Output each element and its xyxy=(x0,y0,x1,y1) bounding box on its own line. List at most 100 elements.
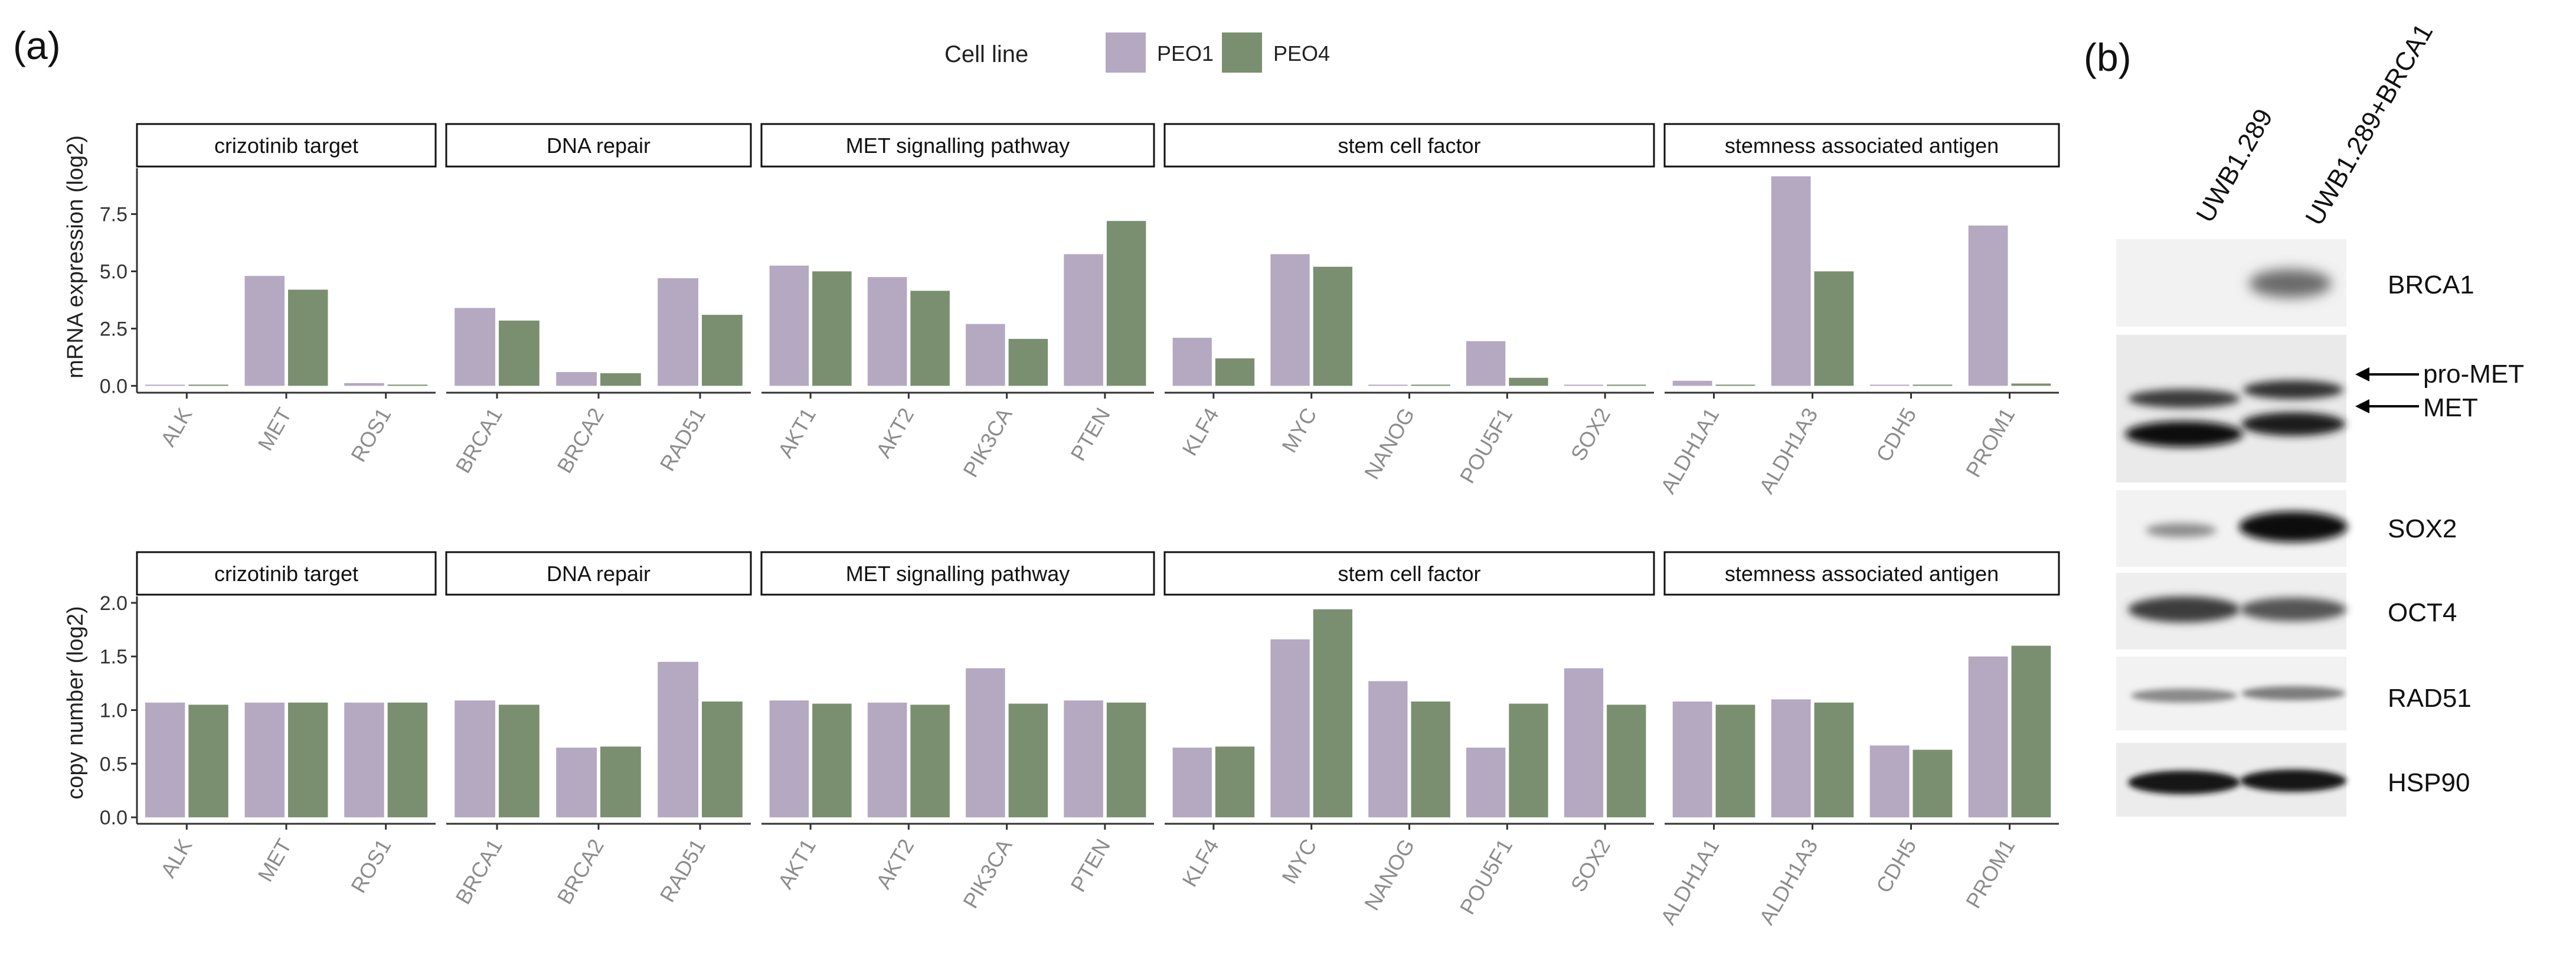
mrna-facet-stemness-associated-antigen-bar-prom1-peo1 xyxy=(1968,225,2008,386)
mrna-facet-stem-cell-factor-x-tick-label-sox2: SOX2 xyxy=(1565,404,1615,465)
copy-number-facet-stemness-associated-antigen-x-tick-label-prom1: PROM1 xyxy=(1961,835,2020,912)
mrna-facet-stem-cell-factor-x-tick-label-nanog: NANOG xyxy=(1359,404,1420,484)
blot-label-pro-met: pro-MET xyxy=(2423,360,2524,389)
mrna-facet-stemness-associated-antigen-bar-aldh1a1-peo1 xyxy=(1672,380,1712,386)
copy-number-facet-dna-repair-bar-rad51-peo4 xyxy=(702,701,743,818)
mrna-facet-met-signalling-pathway: MET signalling pathway AKT1 AKT2 PIK3CA PTEN xyxy=(760,123,1155,481)
copy-number-facet-met-signalling-pathway-bar-akt2-peo1 xyxy=(867,702,907,818)
copy-number-facet-stem-cell-factor-bar-pou5f1-peo4 xyxy=(1509,703,1548,818)
copy-number-facet-stemness-associated-antigen-bar-prom1-peo1 xyxy=(1968,656,2008,818)
mrna-facet-dna-repair-bar-brca1-peo4 xyxy=(499,320,540,386)
mrna-facet-stemness-associated-antigen-title: stemness associated antigen xyxy=(1725,133,1999,158)
copy-number-facet-met-signalling-pathway-strip xyxy=(760,551,1155,596)
mrna-facet-stemness-associated-antigen-x-tick-label-aldh1a1: ALDH1A1 xyxy=(1656,404,1724,498)
copy-number-facet-crizotinib-target: crizotinib target ALK MET ROS1 xyxy=(136,551,437,897)
band-rad51-lane1 xyxy=(2131,689,2237,703)
copy-number-facet-met-signalling-pathway-bar-akt1-peo4 xyxy=(812,703,852,818)
mrna-facet-dna-repair-bar-brca2-peo4 xyxy=(600,373,641,386)
copy-number-facet-stemness-associated-antigen-bar-cdh5-peo1 xyxy=(1869,745,1910,818)
band-pro-met-lane1 xyxy=(2128,389,2240,408)
band-hsp90-lane2 xyxy=(2240,769,2346,792)
blot-label-hsp90: HSP90 xyxy=(2388,768,2470,797)
copy-number-facet-stem-cell-factor-bar-sox2-peo4 xyxy=(1607,704,1646,818)
copy-number-facet-crizotinib-target-bar-met-peo1 xyxy=(244,702,285,818)
copy-number-facet-stem-cell-factor-bar-myc-peo4 xyxy=(1313,609,1353,818)
copy-number-facet-stemness-associated-antigen-x-tick-label-aldh1a3: ALDH1A3 xyxy=(1754,835,1823,929)
band-brca1-lane2 xyxy=(2249,269,2332,298)
copy-number-facet-met-signalling-pathway-bar-pik3ca-peo4 xyxy=(1008,703,1048,818)
mrna-facet-crizotinib-target-bar-ros1-peo1 xyxy=(344,383,384,386)
copy-number-facet-met-signalling-pathway-x-tick-label-akt1: AKT1 xyxy=(773,835,821,893)
mrna-facet-dna-repair-bar-brca2-peo1 xyxy=(556,372,597,386)
mrna-facet-stem-cell-factor-bar-myc-peo4 xyxy=(1313,266,1353,386)
copy-number-facet-crizotinib-target-x-tick-label-ros1: ROS1 xyxy=(346,835,396,897)
band-hsp90-lane1 xyxy=(2128,771,2240,794)
blot-label-met: MET xyxy=(2423,393,2478,422)
mrna-y-axis-label: mRNA expression (log2) xyxy=(63,135,88,379)
band-met-lane2 xyxy=(2241,412,2345,436)
mrna-facet-met-signalling-pathway-bar-pik3ca-peo4 xyxy=(1008,338,1048,386)
copy-number-facet-stem-cell-factor-x-tick-label-myc: MYC xyxy=(1277,835,1322,888)
copy-number-facet-dna-repair-bar-brca1-peo1 xyxy=(455,700,495,818)
copy-number-y-tick-label: 0.0 xyxy=(100,807,128,829)
mrna-y-tick-label: 0.0 xyxy=(100,375,128,397)
band-oct4-lane2 xyxy=(2240,598,2346,621)
legend: Cell line PEO1 PEO4 xyxy=(944,32,1330,73)
mrna-facet-met-signalling-pathway-bar-akt2-peo1 xyxy=(867,277,907,386)
legend-swatch-peo4 xyxy=(1222,32,1262,73)
mrna-facet-crizotinib-target: crizotinib target ALK MET ROS1 xyxy=(136,123,437,466)
mrna-facet-met-signalling-pathway-x-tick-label-akt2: AKT2 xyxy=(871,404,919,462)
blot-label-brca1: BRCA1 xyxy=(2388,270,2474,299)
copy-number-chart: copy number (log2) 0.0 0.5 1.0 1.5 2.0 crizot… xyxy=(63,551,2060,929)
copy-number-facet-met-signalling-pathway-bar-pten-peo1 xyxy=(1064,700,1103,818)
mrna-facet-stemness-associated-antigen-x-tick-label-aldh1a3: ALDH1A3 xyxy=(1754,404,1823,498)
mrna-facet-stemness-associated-antigen-strip xyxy=(1663,123,2060,168)
copy-number-facet-dna-repair-x-tick-label-brca2: BRCA2 xyxy=(552,835,609,908)
copy-number-facet-crizotinib-target-x-tick-label-met: MET xyxy=(253,835,296,886)
mrna-facet-stem-cell-factor-x-tick-label-pou5f1: POU5F1 xyxy=(1455,404,1518,488)
copy-number-facet-crizotinib-target-title: crizotinib target xyxy=(214,562,358,586)
mrna-facet-crizotinib-target-x-tick-label-ros1: ROS1 xyxy=(346,404,396,466)
lane-label-uwb1-289: UWB1.289 xyxy=(2191,104,2278,227)
copy-number-facet-met-signalling-pathway-bar-akt1-peo1 xyxy=(769,700,809,818)
copy-number-facet-crizotinib-target-x-tick-label-alk: ALK xyxy=(156,835,197,882)
copy-number-facet-stemness-associated-antigen-bar-aldh1a3-peo1 xyxy=(1771,699,1811,818)
copy-number-facet-crizotinib-target-bar-met-peo4 xyxy=(288,702,328,818)
band-oct4-lane1 xyxy=(2128,596,2240,622)
mrna-facet-stem-cell-factor-bar-klf4-peo4 xyxy=(1215,358,1255,386)
blot-label-sox2: SOX2 xyxy=(2388,514,2457,543)
copy-number-facet-crizotinib-target-bar-ros1-peo4 xyxy=(387,702,428,818)
mrna-facet-crizotinib-target-bar-met-peo1 xyxy=(244,276,285,386)
band-sox2-lane1 xyxy=(2146,523,2217,537)
mrna-facet-dna-repair-x-tick-label-brca2: BRCA2 xyxy=(552,404,609,477)
legend-title: Cell line xyxy=(944,41,1028,67)
mrna-expression-chart: mRNA expression (log2) 0.0 2.5 5.0 7.5 crizo… xyxy=(63,123,2060,498)
band-pro-met-lane2 xyxy=(2243,380,2343,399)
legend-label-peo4: PEO4 xyxy=(1273,41,1330,66)
mrna-facet-stem-cell-factor-bar-pou5f1-peo1 xyxy=(1466,341,1506,386)
copy-number-facet-stem-cell-factor-bar-sox2-peo1 xyxy=(1564,668,1604,818)
copy-number-facet-stem-cell-factor-title: stem cell factor xyxy=(1338,562,1480,586)
copy-number-facet-stemness-associated-antigen-bar-aldh1a1-peo1 xyxy=(1672,701,1712,818)
mrna-facet-dna-repair-title: DNA repair xyxy=(547,133,650,158)
copy-number-facet-stemness-associated-antigen-title: stemness associated antigen xyxy=(1725,562,1999,586)
copy-number-facet-crizotinib-target-bar-alk-peo1 xyxy=(145,702,185,818)
copy-number-facet-stemness-associated-antigen-bar-aldh1a1-peo4 xyxy=(1715,704,1756,818)
copy-number-y-axis-label: copy number (log2) xyxy=(63,606,88,799)
band-sox2-lane2 xyxy=(2239,511,2348,542)
mrna-facet-dna-repair-bar-brca1-peo1 xyxy=(455,308,495,386)
mrna-facet-stem-cell-factor-bar-nanog-peo1 xyxy=(1368,384,1408,386)
mrna-facet-stemness-associated-antigen-bar-aldh1a3-peo1 xyxy=(1771,176,1811,386)
copy-number-facet-met-signalling-pathway-x-tick-label-akt2: AKT2 xyxy=(871,835,919,893)
copy-number-facet-crizotinib-target-bar-alk-peo4 xyxy=(188,704,228,818)
mrna-facet-stemness-associated-antigen-bar-prom1-peo4 xyxy=(2011,383,2051,386)
copy-number-facet-met-signalling-pathway-x-tick-label-pten: PTEN xyxy=(1065,835,1115,896)
mrna-facet-stem-cell-factor-title: stem cell factor xyxy=(1338,133,1480,158)
mrna-facet-stemness-associated-antigen: stemness associated antigen ALDH1A1 ALDH1A… xyxy=(1656,123,2060,498)
copy-number-facet-met-signalling-pathway: MET signalling pathway AKT1 AKT2 PIK3CA PTEN xyxy=(760,551,1155,912)
blot-label-oct4: OCT4 xyxy=(2388,598,2457,627)
mrna-facet-crizotinib-target-x-tick-label-alk: ALK xyxy=(156,404,197,451)
mrna-facet-stemness-associated-antigen-bar-cdh5-peo1 xyxy=(1869,384,1910,386)
copy-number-facet-stemness-associated-antigen-bar-prom1-peo4 xyxy=(2011,645,2051,818)
mrna-facet-stemness-associated-antigen-bar-aldh1a1-peo4 xyxy=(1715,384,1756,386)
